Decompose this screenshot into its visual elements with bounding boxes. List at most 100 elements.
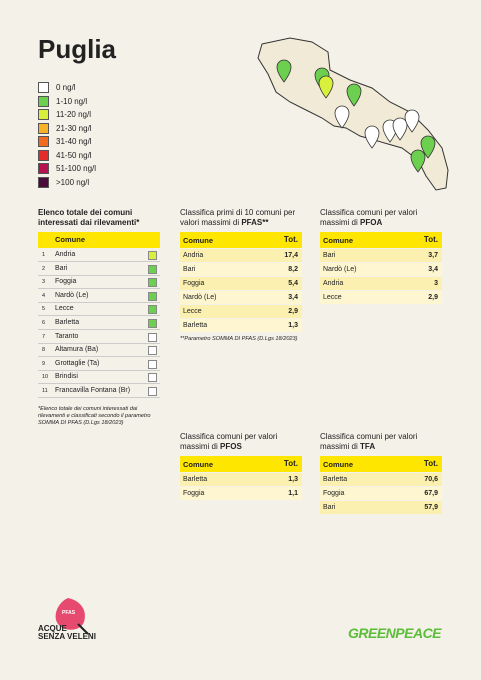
column-header: Tot. xyxy=(423,459,438,468)
row-number: 5 xyxy=(42,306,46,313)
row-value: 70,6 xyxy=(424,476,438,483)
legend-label: 21-30 ng/l xyxy=(56,123,92,133)
row-number: 7 xyxy=(42,333,46,340)
table-row xyxy=(180,319,302,332)
footnote: **Parametro SOMMA DI PFAS (D.Lgs 18/2023… xyxy=(180,336,298,342)
legend-swatch xyxy=(38,163,49,174)
row-value: 3,4 xyxy=(288,294,298,301)
row-value: 3 xyxy=(434,280,438,287)
row-name: Nardò (Le) xyxy=(183,294,217,301)
table-row xyxy=(180,473,302,486)
table-row xyxy=(180,487,302,500)
campaign-badge: PFAS xyxy=(62,610,76,616)
region-shape xyxy=(257,37,449,191)
row-swatch xyxy=(148,251,157,260)
legend-swatch xyxy=(38,122,49,134)
page-title: Puglia xyxy=(38,34,117,64)
row-number: 11 xyxy=(42,388,48,394)
row-name: Andria xyxy=(55,251,76,258)
legend-swatch xyxy=(38,136,49,147)
row-swatch xyxy=(148,332,157,342)
table-title: Classifica comuni per valori massimi di … xyxy=(180,432,305,452)
column-header: Comune xyxy=(183,460,213,469)
markers xyxy=(276,59,436,173)
title-text: Classifica comuni per valori massimi di xyxy=(320,432,418,451)
row-swatch xyxy=(148,305,157,315)
legend-label: 41-50 ng/l xyxy=(56,150,92,160)
row-name: Lecce xyxy=(323,294,342,301)
row-name: Francavilla Fontana (Br) xyxy=(55,387,131,394)
row-name: Brindisi xyxy=(55,373,78,381)
campaign-logo xyxy=(55,598,89,635)
table-header xyxy=(180,456,302,472)
row-swatch xyxy=(148,346,157,356)
table-row xyxy=(180,277,302,290)
legend-swatch xyxy=(38,95,49,107)
campaign-line: ACQUE xyxy=(38,624,67,633)
column-header: Tot. xyxy=(283,459,298,468)
table-row xyxy=(180,305,302,318)
column-header: Comune xyxy=(323,236,353,245)
table-row xyxy=(38,371,160,385)
row-name: Nardò (Le) xyxy=(323,266,357,273)
title-emphasis: PFOA xyxy=(360,218,383,227)
table-header xyxy=(38,232,160,248)
table-title: Classifica comuni per valori massimi di … xyxy=(320,208,445,228)
title-emphasis: PFOS xyxy=(220,442,242,451)
table-row xyxy=(180,263,302,276)
row-name: Bari xyxy=(55,264,68,272)
legend-swatch xyxy=(38,176,49,188)
row-name: Barletta xyxy=(183,476,208,483)
row-name: Foggia xyxy=(183,490,205,497)
row-value: 1,3 xyxy=(288,476,298,483)
column-header: Comune xyxy=(183,236,213,245)
row-value: 3,7 xyxy=(428,252,438,259)
table-row xyxy=(320,291,442,304)
row-value: 17,4 xyxy=(284,252,298,259)
table-row xyxy=(38,344,160,358)
row-name: Foggia xyxy=(183,280,205,287)
table-row xyxy=(320,249,442,262)
row-number: 1 xyxy=(42,252,46,258)
row-name: Bari xyxy=(323,252,336,259)
table-header xyxy=(320,232,442,248)
table-row xyxy=(320,501,442,514)
title-text: Classifica comuni per valori massimi di xyxy=(180,432,278,451)
footnote: *Elenco totale dei comuni interessati da… xyxy=(38,406,151,426)
row-number: 10 xyxy=(42,374,49,381)
table-row xyxy=(38,276,160,290)
row-name: Lecce xyxy=(55,305,74,313)
table-row xyxy=(320,487,442,500)
table-row xyxy=(38,303,160,317)
title-emphasis: TFA xyxy=(360,442,376,451)
row-number: 4 xyxy=(42,292,46,299)
table-header xyxy=(180,232,302,248)
table-title: Classifica comuni per valori massimi di … xyxy=(320,432,445,452)
column-header: Tot. xyxy=(283,235,298,244)
legend-label: 0 ng/l xyxy=(56,83,76,92)
table-row xyxy=(38,331,160,344)
row-value: 2,9 xyxy=(428,294,438,301)
row-name: Nardò (Le) xyxy=(55,291,89,299)
row-swatch xyxy=(148,264,157,274)
table-header xyxy=(320,456,442,472)
table-title: Classifica primi di 10 comuni per valori… xyxy=(180,208,305,228)
row-name: Andria xyxy=(183,252,204,259)
column-header: Comune xyxy=(323,460,353,469)
row-value: 1,3 xyxy=(288,322,298,329)
title-emphasis: PFAS** xyxy=(241,218,269,227)
row-number: 6 xyxy=(42,320,46,326)
table-row xyxy=(180,249,302,262)
table-row xyxy=(38,317,160,330)
campaign-line: SENZA VELENI xyxy=(38,632,96,641)
row-name: Bari xyxy=(323,504,336,511)
table-row xyxy=(38,249,160,262)
row-value: 5,4 xyxy=(288,280,298,287)
region-map xyxy=(257,37,449,191)
table-row xyxy=(320,277,442,290)
row-value: 8,2 xyxy=(288,266,298,273)
row-name: Barletta xyxy=(183,322,208,329)
row-value: 1,1 xyxy=(288,490,298,497)
row-value: 3,4 xyxy=(428,266,438,273)
